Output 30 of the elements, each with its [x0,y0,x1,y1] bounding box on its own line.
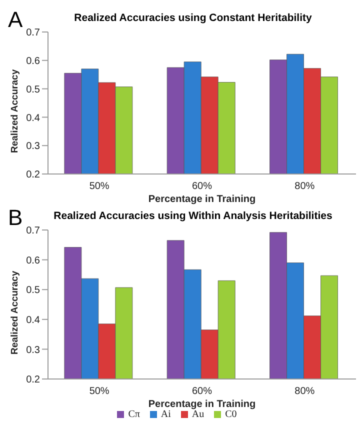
y-axis-title: Realized Accuracy [9,68,20,153]
x-tick-label: 50% [89,181,110,192]
y-tick-label: 0.4 [26,314,40,326]
x-axis-title: Percentage in Training [148,399,256,410]
y-tick-label: 0.3 [26,141,40,152]
x-tick-label: 60% [192,181,212,192]
x-tick-label: 80% [294,181,315,192]
y-tick-label: 0.7 [26,226,40,237]
legend-label: Au [192,409,204,420]
chart-title: Realized Accuracies using Within Analysis Heritabilities [54,210,332,222]
y-tick-label: 0.6 [26,56,40,67]
x-axis-title: Percentage in Training [148,194,256,205]
x-tick-label: 60% [192,386,212,398]
x-tick-label: 80% [294,386,315,398]
y-tick-label: 0.3 [26,344,40,356]
text: B [8,205,23,230]
legend-label: C0 [225,409,237,420]
y-tick-label: 0.5 [26,285,40,296]
legend-label: Ai [160,409,171,420]
x-tick-label: 50% [89,386,110,398]
y-tick-label: 0.2 [26,170,40,181]
y-axis-title: Realized Accuracy [9,270,20,354]
y-tick-label: 0.7 [26,28,40,39]
chart-title: Realized Accuracies using Constant Heritability [74,12,312,24]
text: A [8,7,23,32]
y-tick-label: 0.4 [26,112,40,124]
y-tick-label: 0.6 [26,255,40,266]
y-tick-label: 0.5 [26,84,40,96]
legend-label: Cπ [128,409,140,420]
y-tick-label: 0.2 [26,374,40,386]
